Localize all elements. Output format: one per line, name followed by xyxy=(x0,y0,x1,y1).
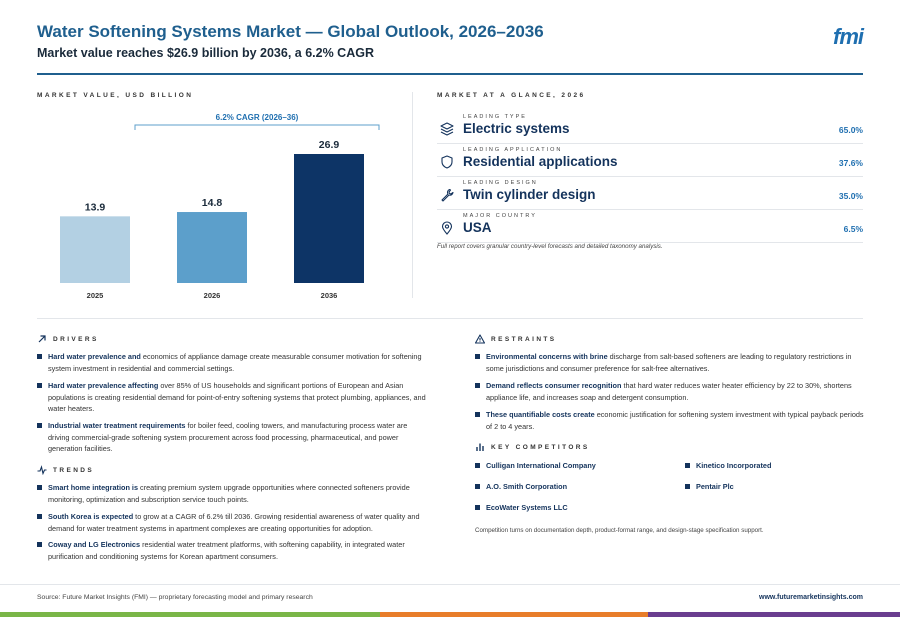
bar-2025 xyxy=(60,216,130,283)
glance-footnote: Full report covers granular country-leve… xyxy=(437,243,663,250)
horizontal-divider xyxy=(37,318,863,319)
x-tick-label-2026: 2026 xyxy=(204,291,221,300)
trends-header: TRENDS xyxy=(37,465,94,475)
drivers-trends-column: DRIVERS Hard water prevalence and econom… xyxy=(37,334,429,574)
competitors-label: KEY COMPETITORS xyxy=(491,443,590,451)
glance-main-value: USA xyxy=(463,220,492,235)
competitor-item: A.O. Smith Corporation xyxy=(475,482,567,491)
data-label-2036: 26.9 xyxy=(319,139,340,151)
chart-section-label: MARKET VALUE, USD BILLION xyxy=(37,92,194,99)
bar-chart-svg: 6.2% CAGR (2026–36) 13.9 2025 14.8 2026 26.9… xyxy=(60,113,380,300)
trend-line-icon xyxy=(37,465,47,475)
glance-percentage: 65.0% xyxy=(838,125,863,135)
glance-main-value: Electric systems xyxy=(463,121,570,136)
bar-2026 xyxy=(177,212,247,283)
data-label-2026: 14.8 xyxy=(202,197,223,209)
trend-item: Coway and LG Electronics residential wat… xyxy=(37,539,429,562)
drivers-header: DRIVERS xyxy=(37,334,99,344)
header-rule xyxy=(37,73,863,75)
trend-item: Smart home integration is creating premi… xyxy=(37,482,429,505)
trends-label: TRENDS xyxy=(53,466,95,474)
glance-row-country: MAJOR COUNTRY USA 6.5% xyxy=(437,213,863,243)
glance-sub-label: LEADING DESIGN xyxy=(463,180,538,186)
drivers-label: DRIVERS xyxy=(53,335,99,343)
page-title: Water Softening Systems Market — Global … xyxy=(37,22,544,41)
footer-stripe-green xyxy=(0,612,380,617)
cagr-label: 6.2% CAGR (2026–36) xyxy=(216,113,299,122)
vertical-divider xyxy=(412,92,413,298)
driver-item: Hard water prevalence and economics of a… xyxy=(37,351,429,374)
driver-item: Hard water prevalence affecting over 85%… xyxy=(37,380,429,415)
glance-main-value: Twin cylinder design xyxy=(463,187,596,202)
bar-chart-icon xyxy=(476,443,484,451)
glance-sub-label: LEADING TYPE xyxy=(463,114,527,120)
footer-rule xyxy=(0,584,900,585)
glance-main-value: Residential applications xyxy=(463,154,618,169)
glance-row-type: LEADING TYPE Electric systems 65.0% xyxy=(437,114,863,144)
data-label-2025: 13.9 xyxy=(85,201,106,213)
glance-row-application: LEADING APPLICATION Residential applicat… xyxy=(437,147,863,177)
driver-item: Industrial water treatment requirements … xyxy=(37,420,429,455)
competitors-header: KEY COMPETITORS xyxy=(475,442,590,452)
fmi-logo: fmi xyxy=(833,24,864,49)
glance-sub-label: MAJOR COUNTRY xyxy=(463,213,537,219)
restraints-header: RESTRAINTS xyxy=(475,334,557,344)
glance-sub-label: LEADING APPLICATION xyxy=(463,147,563,153)
glance-percentage: 35.0% xyxy=(838,191,863,201)
arrow-up-right-icon xyxy=(38,335,46,343)
glance-row-design: LEADING DESIGN Twin cylinder design 35.0… xyxy=(437,180,863,210)
x-tick-label-2025: 2025 xyxy=(87,291,104,300)
bar-2036 xyxy=(294,154,364,283)
restraints-label: RESTRAINTS xyxy=(491,335,557,343)
restraints-competitors-column: RESTRAINTS Environmental concerns with b… xyxy=(475,334,867,544)
market-value-chart: MARKET VALUE, USD BILLION 6.2% CAGR (202… xyxy=(37,92,402,307)
competitor-item: Kinetico Incorporated xyxy=(685,461,771,470)
source-note: Source: Future Market Insights (FMI) — p… xyxy=(37,594,313,601)
location-pin-icon xyxy=(441,221,453,235)
competitor-item: EcoWater Systems LLC xyxy=(475,503,568,512)
layers-icon xyxy=(440,122,454,136)
shield-icon xyxy=(441,155,453,169)
cagr-bracket xyxy=(134,124,380,130)
competitor-item: Pentair Plc xyxy=(685,482,734,491)
restraint-item: These quantifiable costs create economic… xyxy=(475,409,867,432)
wrench-icon xyxy=(441,188,454,202)
warning-triangle-icon xyxy=(475,334,485,344)
footer-stripe-orange xyxy=(380,612,648,617)
x-tick-label-2036: 2036 xyxy=(321,291,338,300)
trend-item: South Korea is expected to grow at a CAG… xyxy=(37,511,429,534)
competitors-note: Competition turns on documentation depth… xyxy=(475,527,764,534)
competitor-item: Culligan International Company xyxy=(475,461,596,470)
footer-stripe-purple xyxy=(648,612,900,617)
restraint-item: Demand reflects consumer recognition tha… xyxy=(475,380,867,403)
website-link[interactable]: www.futuremarketinsights.com xyxy=(759,594,863,601)
report-header: Water Softening Systems Market — Global … xyxy=(37,22,864,60)
glance-percentage: 6.5% xyxy=(843,224,863,234)
restraint-item: Environmental concerns with brine discha… xyxy=(475,351,867,374)
glance-section-label: MARKET AT A GLANCE, 2026 xyxy=(437,92,586,99)
glance-percentage: 37.6% xyxy=(838,158,863,168)
page-subtitle: Market value reaches $26.9 billion by 20… xyxy=(37,46,374,60)
